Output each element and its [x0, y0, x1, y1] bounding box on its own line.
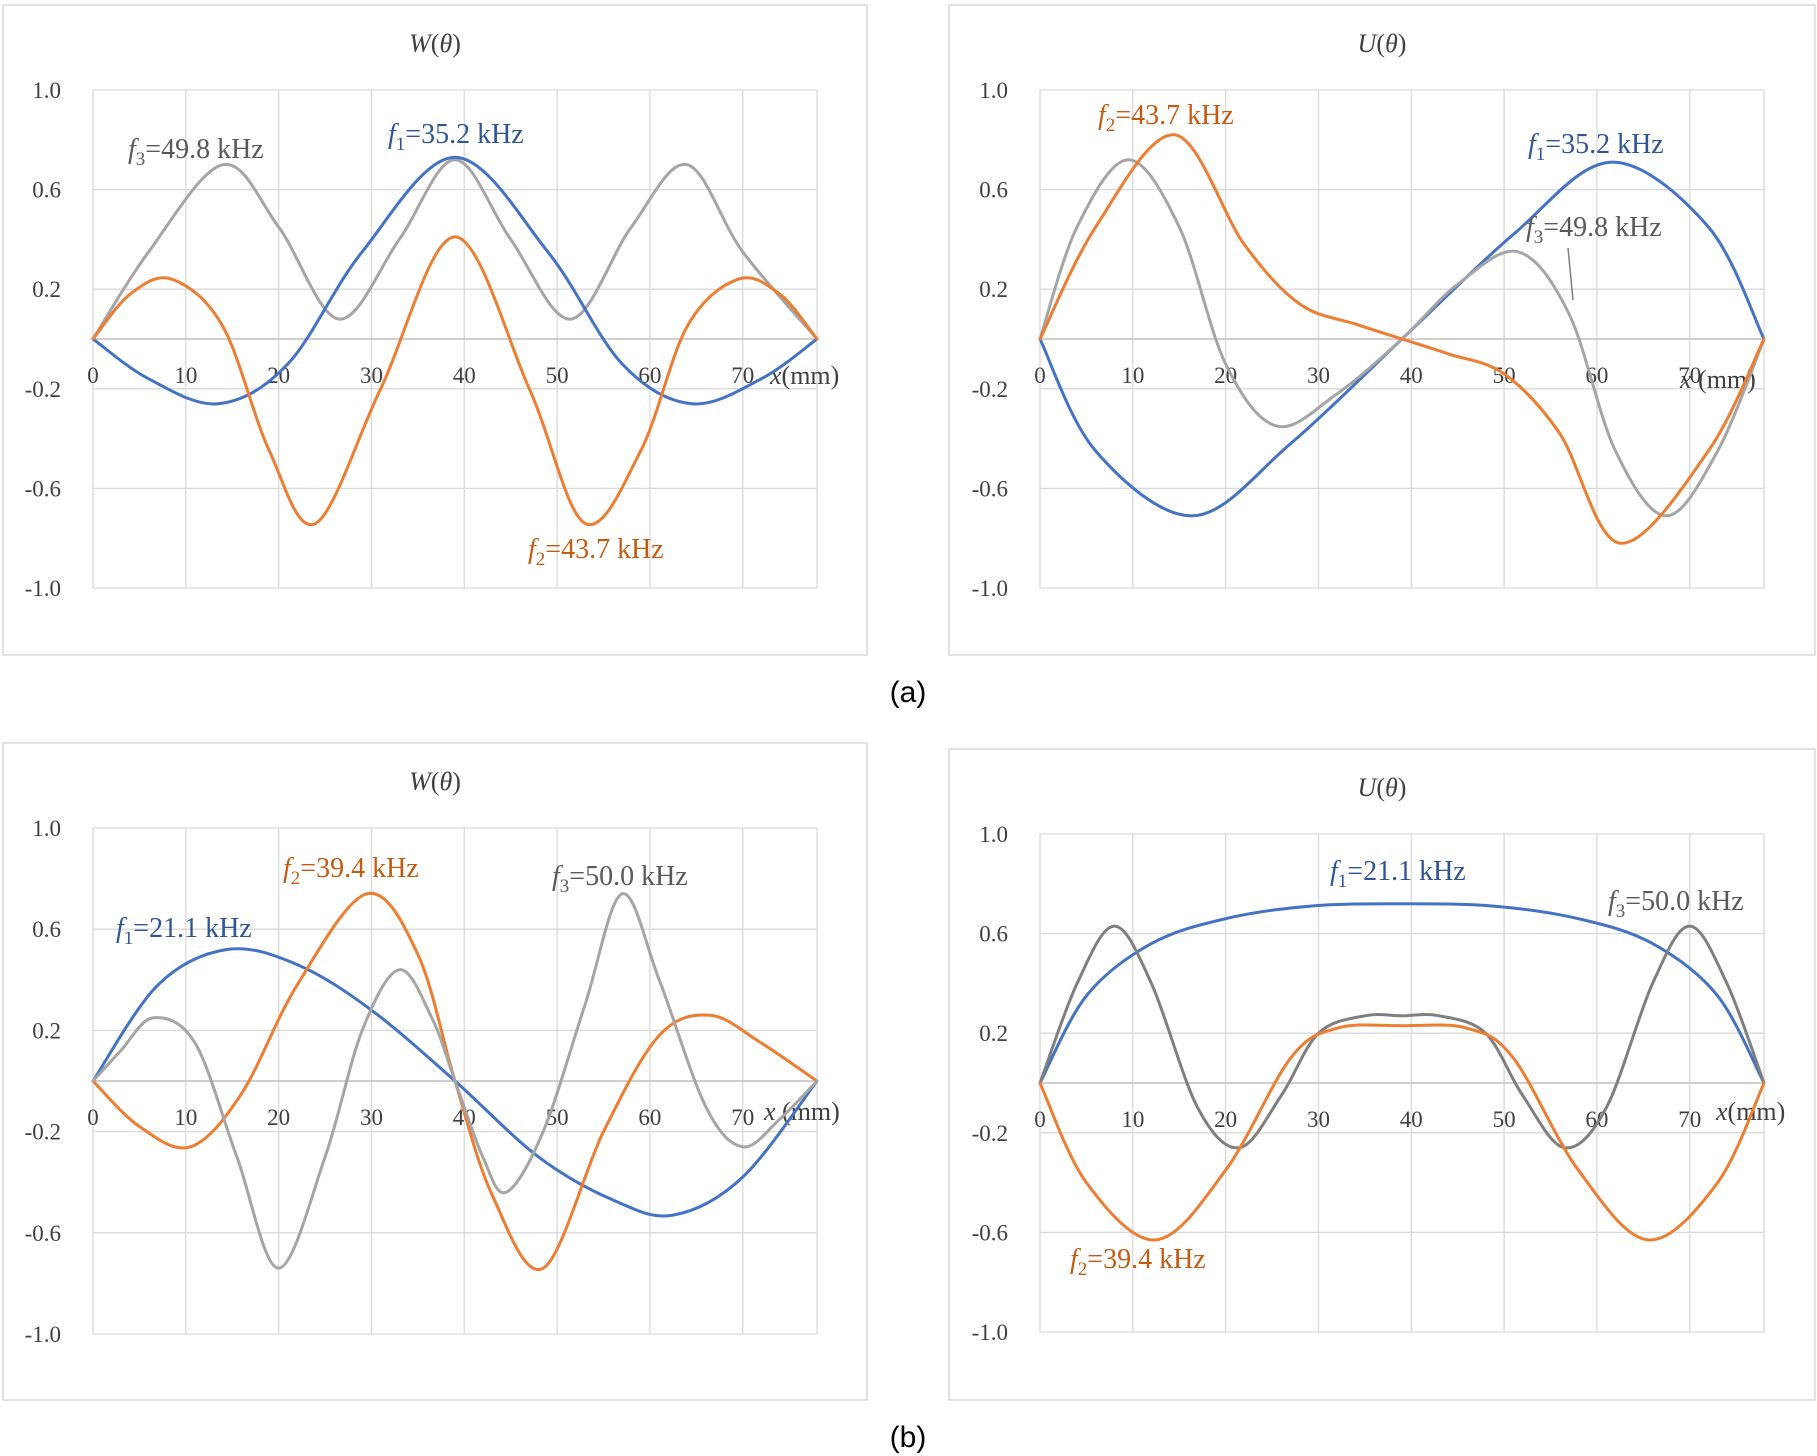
- x-tick-label: 50: [1493, 1107, 1516, 1132]
- x-tick-label: 70: [731, 1105, 754, 1130]
- x-axis-label: x(mm): [1715, 1097, 1785, 1126]
- x-tick-label: 30: [360, 1105, 383, 1130]
- y-tick-label: -1.0: [972, 576, 1008, 601]
- y-tick-label: 1.0: [32, 78, 61, 103]
- y-tick-label: -0.6: [25, 1221, 61, 1246]
- y-tick-label: 0.2: [979, 277, 1008, 302]
- chart-border: [948, 4, 1816, 656]
- chart-border: [948, 748, 1816, 1401]
- y-tick-label: -0.2: [972, 377, 1008, 402]
- annotation-leader-line: [1567, 247, 1574, 301]
- y-tick-label: -0.2: [25, 1120, 61, 1145]
- x-tick-label: 70: [731, 363, 754, 388]
- series-line-f3: [91, 158, 819, 341]
- y-tick-label: 0.6: [32, 178, 61, 203]
- series-line-f2: [91, 235, 819, 527]
- y-tick-label: 0.2: [32, 277, 61, 302]
- x-tick-label: 50: [546, 363, 569, 388]
- x-tick-label: 0: [1034, 363, 1046, 388]
- chart-border: [2, 742, 868, 1401]
- x-tick-label: 0: [87, 1105, 99, 1130]
- series-line-f3: [1038, 924, 1766, 1150]
- chart-b-W: 1.00.60.2-0.2-0.6-1.00 10 20 30 40 50 60 70 x (m…: [2, 742, 868, 1401]
- x-tick-label: 20: [1214, 363, 1237, 388]
- y-tick-label: -0.6: [972, 476, 1008, 501]
- y-tick-label: 0.6: [32, 917, 61, 942]
- subfigure-label-a: (a): [890, 676, 927, 709]
- chart-title: W(θ): [409, 29, 461, 58]
- x-axis-label: x(mm): [769, 361, 839, 390]
- chart-title: U(θ): [1358, 773, 1407, 802]
- subfigure-label-b: (b): [890, 1421, 927, 1454]
- y-tick-label: 1.0: [32, 816, 61, 841]
- annotation-f3: f3=49.8 kHz: [128, 134, 264, 170]
- y-tick-label: -1.0: [25, 1322, 61, 1347]
- chart-a-W: 1.00.60.2-0.2-0.6-1.00 10 20 30 40 50 60 70 x(mm…: [2, 4, 868, 656]
- x-tick-label: 40: [453, 363, 476, 388]
- annotation-f2: f2=43.7 kHz: [1098, 100, 1234, 136]
- annotation-f2: f2=39.4 kHz: [1070, 1244, 1206, 1280]
- x-tick-label: 30: [1307, 363, 1330, 388]
- series-line-f2: [1038, 1023, 1766, 1242]
- y-tick-label: 1.0: [979, 822, 1008, 847]
- series-line-f2: [1038, 133, 1766, 545]
- y-tick-label: 0.6: [979, 922, 1008, 947]
- x-tick-label: 20: [1214, 1107, 1237, 1132]
- x-tick-label: 10: [1121, 1107, 1144, 1132]
- annotation-f3: f3=49.8 kHz: [1526, 212, 1662, 248]
- x-tick-label: 10: [174, 363, 197, 388]
- chart-title: W(θ): [409, 767, 461, 796]
- x-tick-label: 10: [174, 1105, 197, 1130]
- annotation-f3: f3=50.0 kHz: [1608, 886, 1744, 922]
- annotation-f2: f2=43.7 kHz: [528, 534, 664, 570]
- x-tick-label: 30: [360, 363, 383, 388]
- x-tick-label: 10: [1121, 363, 1144, 388]
- chart-title: U(θ): [1358, 29, 1407, 58]
- annotation-f1: f1=35.2 kHz: [388, 119, 524, 155]
- y-tick-label: -0.2: [25, 377, 61, 402]
- x-tick-label: 60: [638, 1105, 661, 1130]
- series-line-f1: [91, 155, 819, 406]
- y-tick-label: -1.0: [25, 576, 61, 601]
- x-tick-label: 30: [1307, 1107, 1330, 1132]
- chart-border: [2, 4, 868, 656]
- y-tick-label: 0.2: [32, 1018, 61, 1043]
- series-line-f1: [1038, 902, 1766, 1085]
- y-tick-label: 1.0: [979, 78, 1008, 103]
- annotation-f3: f3=50.0 kHz: [552, 861, 688, 897]
- x-tick-label: 70: [1678, 1107, 1701, 1132]
- y-tick-label: -0.6: [25, 476, 61, 501]
- x-tick-label: 40: [1400, 1107, 1423, 1132]
- chart-a-U: 1.00.60.2-0.2-0.6-1.00 10 20 30 40 50 60 70x (m…: [948, 4, 1816, 656]
- x-tick-label: 40: [1400, 363, 1423, 388]
- annotation-f1: f1=35.2 kHz: [1528, 129, 1664, 165]
- series-line-f3: [91, 892, 819, 1270]
- x-tick-label: 20: [267, 1105, 290, 1130]
- chart-b-U: 1.00.60.2-0.2-0.6-1.00 10 20 30 40 50 60 70 x(mm…: [948, 748, 1816, 1401]
- annotation-f1: f1=21.1 kHz: [1330, 856, 1466, 892]
- y-tick-label: -1.0: [972, 1320, 1008, 1345]
- annotation-f2: f2=39.4 kHz: [283, 853, 419, 889]
- y-tick-label: -0.2: [972, 1121, 1008, 1146]
- annotation-f1: f1=21.1 kHz: [116, 913, 252, 949]
- y-tick-label: -0.6: [972, 1220, 1008, 1245]
- x-tick-label: 60: [638, 363, 661, 388]
- y-tick-label: 0.6: [979, 178, 1008, 203]
- x-tick-label: 70: [1678, 363, 1701, 388]
- x-tick-label: 0: [87, 363, 99, 388]
- x-tick-label: 0: [1034, 1107, 1046, 1132]
- y-tick-label: 0.2: [979, 1021, 1008, 1046]
